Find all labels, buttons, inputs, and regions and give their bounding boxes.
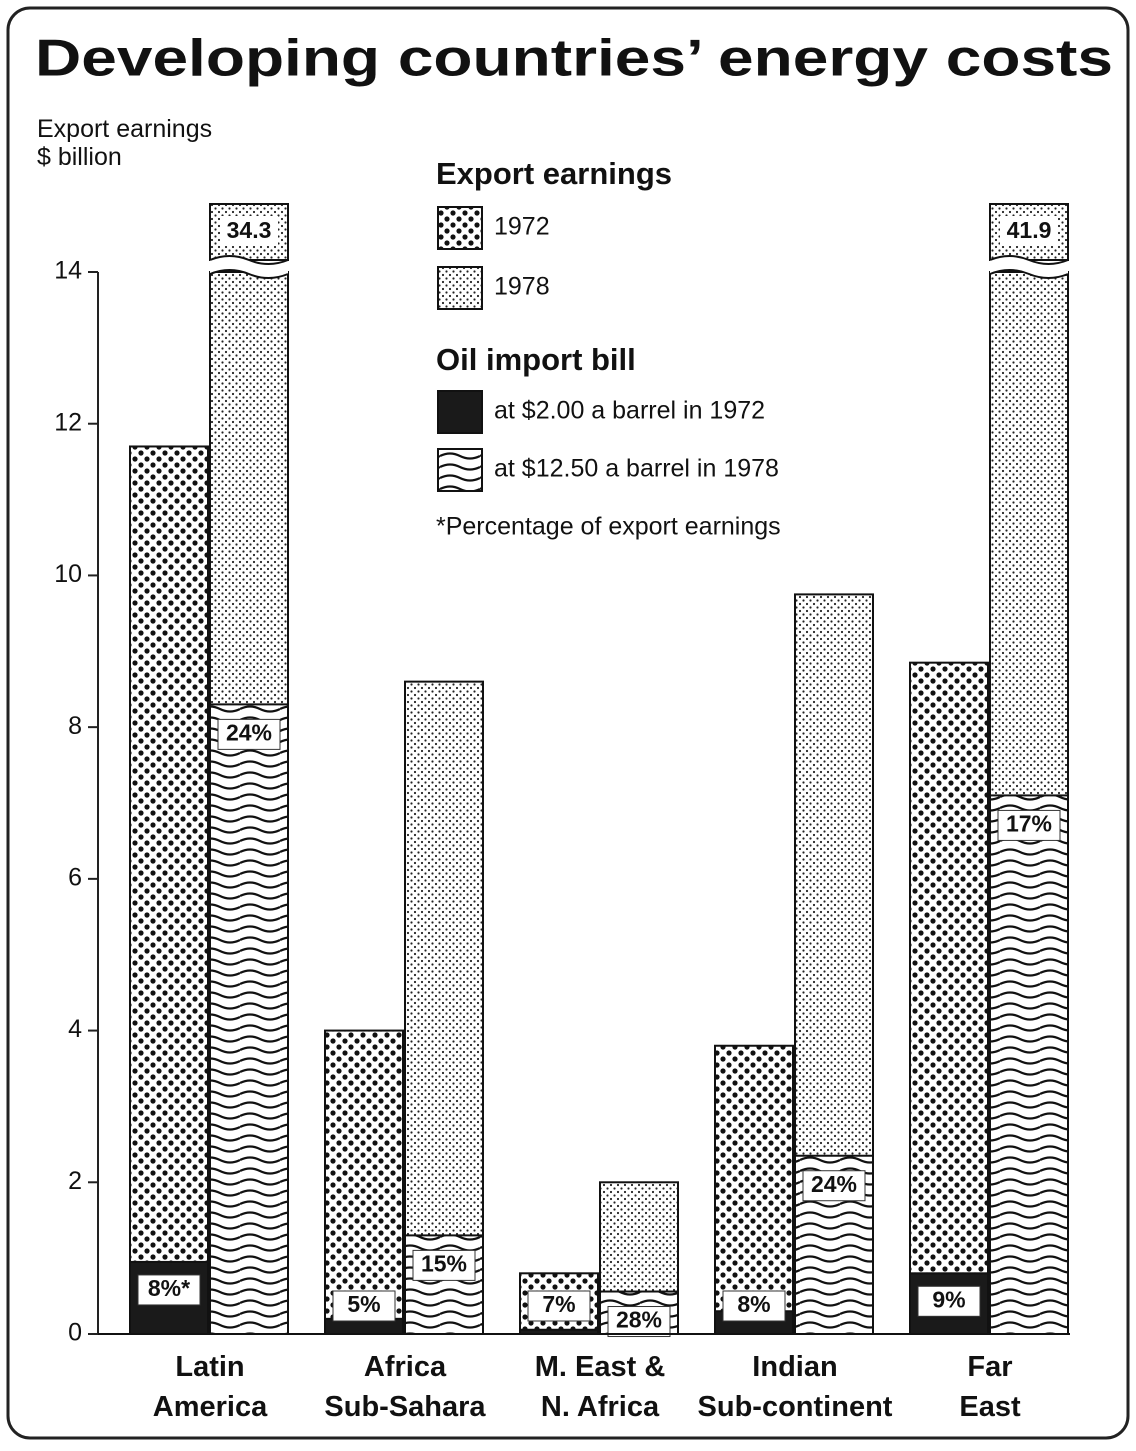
data-label: 34.3	[227, 217, 272, 243]
chart-title: Developing countries’ energy costs	[35, 30, 1113, 88]
axis-break	[210, 256, 288, 278]
note: *Percentage of export earnings	[436, 513, 781, 541]
legend-title: Export earnings	[436, 156, 672, 191]
bar	[714, 1044, 794, 1335]
bar	[989, 794, 1069, 1335]
legend-swatch	[437, 206, 483, 250]
label-box	[997, 809, 1061, 841]
label-box	[332, 1290, 396, 1322]
legend-swatch	[437, 266, 483, 310]
label-box	[220, 216, 278, 246]
label-box	[1000, 216, 1058, 246]
label-box	[137, 1274, 201, 1306]
bar	[909, 661, 989, 1335]
legend-label: at $2.00 a barrel in 1972	[494, 397, 765, 425]
label-box	[527, 1290, 591, 1322]
legend-label: 1978	[494, 273, 550, 301]
label-box	[217, 718, 281, 750]
y-tick-label: 8	[68, 712, 82, 740]
legend-swatch	[437, 390, 483, 434]
bar	[324, 1029, 404, 1335]
y-tick-label: 14	[54, 257, 82, 285]
data-label: 8%*	[148, 1275, 190, 1301]
data-label: 15%	[421, 1250, 467, 1276]
label-box	[412, 1249, 476, 1281]
y-tick-label: 4	[68, 1015, 82, 1043]
y-tick-label: 10	[54, 560, 82, 588]
label-box	[917, 1285, 981, 1317]
legend-label: 1972	[494, 213, 550, 241]
data-label: 24%	[811, 1171, 857, 1197]
legend-swatch	[437, 448, 483, 492]
legend-label: at $12.50 a barrel in 1978	[494, 455, 779, 483]
x-tick-label: Latin America	[153, 1351, 268, 1423]
legend-title: Oil import bill	[436, 342, 636, 377]
data-label: 5%	[347, 1291, 380, 1317]
label-box	[607, 1306, 671, 1338]
data-label: 8%	[737, 1291, 770, 1317]
axis-break-line	[209, 255, 289, 265]
bar	[209, 703, 289, 1335]
y-axis-label: Export earnings $ billion	[37, 115, 212, 171]
data-label: 41.9	[1007, 217, 1052, 243]
data-label: 17%	[1006, 810, 1052, 836]
y-tick-label: 6	[68, 863, 82, 891]
axis-break	[990, 256, 1068, 278]
data-label: 28%	[616, 1307, 662, 1333]
data-label: 9%	[932, 1286, 965, 1312]
bar	[404, 680, 484, 1335]
axis-break-line	[989, 269, 1069, 279]
x-tick-label: Far East	[959, 1351, 1021, 1423]
axis-break-line	[989, 255, 1069, 265]
x-tick-label: Indian Sub-continent	[698, 1351, 893, 1423]
y-tick-label: 12	[54, 408, 82, 436]
label-box	[802, 1170, 866, 1202]
y-tick-label: 0	[68, 1319, 82, 1347]
data-label: 7%	[542, 1291, 575, 1317]
x-tick-label: M. East & N. Africa	[535, 1351, 666, 1423]
data-label: 24%	[226, 719, 272, 745]
y-tick-label: 2	[68, 1167, 82, 1195]
x-tick-label: Africa Sub-Sahara	[324, 1351, 486, 1423]
axis-break-line	[209, 269, 289, 279]
label-box	[722, 1290, 786, 1322]
bar	[129, 445, 209, 1335]
